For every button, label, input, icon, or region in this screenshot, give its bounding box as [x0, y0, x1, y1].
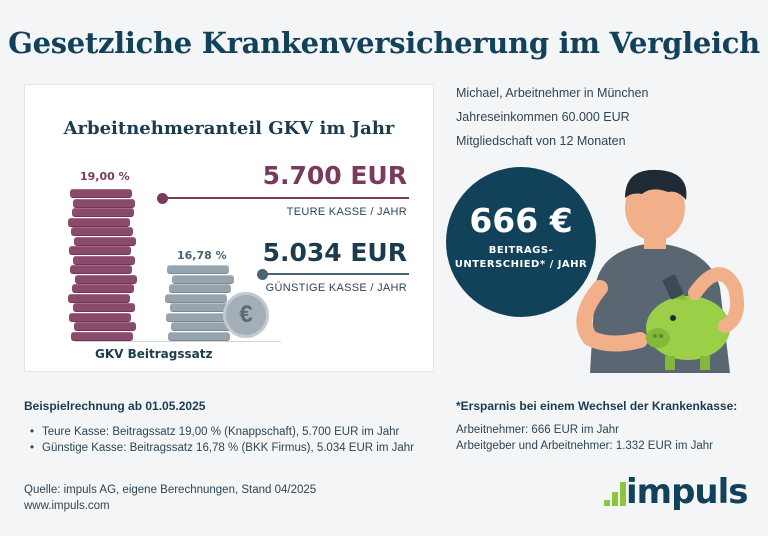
expensive-percent: 19,00 % — [80, 170, 130, 183]
logo-wordmark: impuls — [626, 472, 749, 512]
expensive-amount: 5.700 EUR — [262, 161, 407, 190]
cheap-marker-dot — [257, 269, 268, 280]
coin — [75, 274, 137, 284]
card-title: Arbeitnehmeranteil GKV im Jahr — [63, 118, 395, 139]
source-url: www.impuls.com — [24, 500, 110, 512]
difference-label-line1: BEITRAGS- — [488, 245, 554, 256]
coin — [171, 322, 233, 331]
coin — [69, 312, 131, 322]
coin — [167, 265, 229, 274]
example-list: Teure Kasse: Beitragssatz 19,00 % (Knapp… — [30, 424, 414, 456]
coin — [169, 284, 231, 293]
coin — [74, 236, 136, 246]
savings-total: Arbeitgeber und Arbeitnehmer: 1.332 EUR … — [456, 440, 713, 452]
cheap-percent: 16,78 % — [177, 249, 227, 262]
source-line: Quelle: impuls AG, eigene Berechnungen, … — [24, 484, 317, 496]
profile-income: Jahreseinkommen 60.000 EUR — [456, 110, 630, 124]
cheap-amount: 5.034 EUR — [262, 238, 407, 267]
cheap-label: GÜNSTIGE KASSE / JAHR — [265, 282, 407, 294]
profile-name: Michael, Arbeitnehmer in München — [456, 86, 649, 100]
example-heading: Beispielrechnung ab 01.05.2025 — [24, 399, 206, 413]
expensive-label: TEURE KASSE / JAHR — [286, 206, 407, 218]
logo-mark-icon — [604, 500, 610, 506]
difference-label-line2: UNTERSCHIED* / JAHR — [454, 259, 588, 270]
coin — [73, 255, 135, 265]
cheap-marker-line — [265, 273, 409, 275]
list-item: Günstige Kasse: Beitragssatz 16,78 % (BK… — [30, 440, 414, 456]
coin — [68, 293, 130, 303]
euro-coin-icon: € — [223, 292, 269, 338]
coin — [165, 293, 227, 303]
coin — [73, 198, 135, 208]
coin — [68, 217, 130, 227]
stack-baseline — [75, 341, 281, 342]
coin — [72, 208, 134, 217]
coin — [166, 312, 228, 322]
difference-value: 666 € — [469, 201, 573, 240]
logo-mark-icon — [620, 482, 626, 506]
coin — [170, 303, 232, 312]
savings-heading: *Ersparnis bei einem Wechsel der Kranken… — [456, 399, 738, 413]
coin — [69, 246, 131, 255]
coin — [70, 189, 132, 198]
coin — [72, 284, 134, 293]
expensive-marker-dot — [157, 193, 168, 204]
coin — [73, 303, 135, 312]
difference-badge: 666 € BEITRAGS- UNTERSCHIED* / JAHR — [446, 167, 596, 317]
profile-membership: Mitgliedschaft von 12 Monaten — [456, 134, 626, 148]
expensive-marker-line — [165, 197, 409, 199]
savings-employee: Arbeitnehmer: 666 EUR im Jahr — [456, 424, 619, 436]
logo-mark-icon — [612, 492, 618, 506]
list-item: Teure Kasse: Beitragssatz 19,00 % (Knapp… — [30, 424, 414, 440]
stack-label: GKV Beitragssatz — [95, 347, 213, 361]
coin — [71, 227, 133, 236]
coin — [168, 331, 230, 341]
expensive-coin-stack — [68, 185, 137, 341]
man-with-piggy-bank-illustration — [576, 169, 744, 373]
coin — [71, 331, 133, 341]
coin — [70, 265, 132, 274]
coin — [172, 274, 234, 284]
comparison-card: Arbeitnehmeranteil GKV im Jahr 19,00 % 1… — [24, 84, 434, 372]
cheap-coin-stack — [165, 265, 234, 341]
page-title: Gesetzliche Krankenversicherung im Vergl… — [8, 26, 760, 60]
coin — [74, 322, 136, 331]
